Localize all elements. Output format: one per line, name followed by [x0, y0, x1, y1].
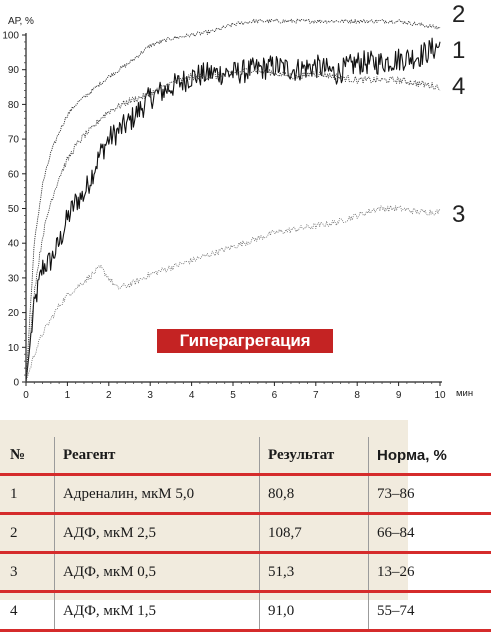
y-axis-label: АР, %	[8, 16, 34, 27]
x-tick-label: 0	[23, 390, 29, 401]
y-tick-label: 70	[8, 135, 20, 146]
row-norm: 55–74	[369, 592, 491, 631]
header-result: Результат	[260, 437, 369, 475]
table-row: 4 АДФ, мкМ 1,5 91,0 55–74	[0, 592, 491, 631]
y-tick-label: 80	[8, 100, 20, 111]
x-tick-label: 6	[272, 390, 278, 401]
table-row: 3 АДФ, мкМ 0,5 51,3 13–26	[0, 553, 491, 592]
row-reagent: АДФ, мкМ 0,5	[55, 553, 260, 592]
row-reagent: АДФ, мкМ 2,5	[55, 514, 260, 553]
header-reagent: Реагент	[55, 437, 260, 475]
x-tick-label: 4	[189, 390, 195, 401]
row-norm: 13–26	[369, 553, 491, 592]
y-tick-label: 40	[8, 239, 20, 250]
row-norm: 66–84	[369, 514, 491, 553]
header-number: №	[0, 437, 55, 475]
y-tick-label: 30	[8, 273, 20, 284]
y-tick-label: 90	[8, 65, 20, 76]
row-norm: 73–86	[369, 475, 491, 514]
row-reagent: Адреналин, мкМ 5,0	[55, 475, 260, 514]
row-number: 1	[0, 475, 55, 514]
row-result: 51,3	[260, 553, 369, 592]
y-tick-label: 50	[8, 204, 20, 215]
x-tick-label: 5	[230, 390, 236, 401]
row-reagent: АДФ, мкМ 1,5	[55, 592, 260, 631]
x-tick-label: 9	[396, 390, 402, 401]
row-number: 3	[0, 553, 55, 592]
y-tick-label: 0	[13, 378, 19, 389]
series-label-1: 1	[452, 37, 465, 64]
y-tick-label: 60	[8, 169, 20, 180]
row-number: 4	[0, 592, 55, 631]
series-label-3: 3	[452, 201, 465, 228]
table-row: 2 АДФ, мкМ 2,5 108,7 66–84	[0, 514, 491, 553]
hyperaggregation-badge: Гиперагрегация	[157, 329, 333, 353]
x-tick-label: 8	[354, 390, 360, 401]
series-label-4: 4	[452, 73, 465, 100]
y-tick-label: 10	[8, 343, 20, 354]
series-line-3	[26, 206, 440, 382]
y-tick-label: 100	[2, 31, 19, 42]
row-result: 91,0	[260, 592, 369, 631]
x-tick-label: 2	[106, 390, 112, 401]
series-label-2: 2	[452, 1, 465, 28]
row-result: 108,7	[260, 514, 369, 553]
header-norm: Норма, %	[369, 437, 491, 475]
y-tick-label: 20	[8, 308, 20, 319]
x-tick-label: 7	[313, 390, 319, 401]
x-tick-label: 10	[434, 390, 446, 401]
chart-series-group	[26, 19, 440, 382]
table-header-row: № Реагент Результат Норма, %	[0, 437, 491, 475]
results-table: № Реагент Результат Норма, % 1 Адреналин…	[0, 437, 491, 632]
aggregation-chart: 0 10 20 30 40 50 60 70 80 90 100 0 1 2 3 4 5 6 7 8 9 10 АР, % м…	[0, 0, 491, 420]
row-result: 80,8	[260, 475, 369, 514]
x-tick-label: 3	[147, 390, 153, 401]
row-number: 2	[0, 514, 55, 553]
table-row: 1 Адреналин, мкМ 5,0 80,8 73–86	[0, 475, 491, 514]
x-tick-label: 1	[65, 390, 71, 401]
results-table-panel: № Реагент Результат Норма, % 1 Адреналин…	[0, 420, 491, 600]
x-axis-label: мин	[456, 388, 473, 399]
